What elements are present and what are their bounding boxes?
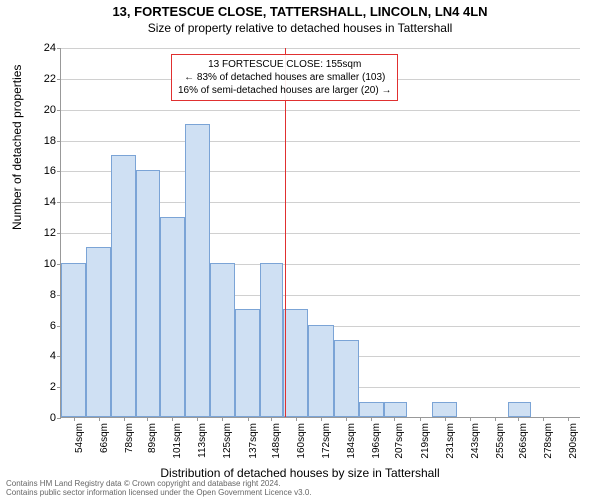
callout-line-3: 16% of semi-detached houses are larger (… bbox=[178, 84, 391, 97]
page-title: 13, FORTESCUE CLOSE, TATTERSHALL, LINCOL… bbox=[0, 4, 600, 19]
x-tick-label: 89sqm bbox=[147, 423, 158, 453]
x-tick-label: 184sqm bbox=[346, 423, 357, 459]
x-tick-mark bbox=[147, 417, 148, 421]
histogram-bar bbox=[260, 263, 283, 417]
x-tick-mark bbox=[321, 417, 322, 421]
histogram-bar bbox=[432, 402, 457, 417]
x-tick-label: 219sqm bbox=[420, 423, 431, 459]
y-tick-label: 22 bbox=[44, 73, 61, 85]
y-tick-label: 0 bbox=[50, 412, 61, 424]
footer-attribution: Contains HM Land Registry data © Crown c… bbox=[6, 480, 312, 498]
x-tick-label: 255sqm bbox=[495, 423, 506, 459]
callout-line-2: ← 83% of detached houses are smaller (10… bbox=[178, 71, 391, 84]
x-tick-mark bbox=[172, 417, 173, 421]
y-tick-label: 14 bbox=[44, 196, 61, 208]
y-tick-label: 10 bbox=[44, 258, 61, 270]
x-tick-label: 243sqm bbox=[470, 423, 481, 459]
histogram-bar bbox=[384, 402, 407, 417]
histogram-bar bbox=[283, 309, 308, 417]
x-tick-mark bbox=[346, 417, 347, 421]
x-tick-label: 66sqm bbox=[99, 423, 110, 453]
callout-line-1: 13 FORTESCUE CLOSE: 155sqm bbox=[178, 58, 391, 71]
x-axis-title: Distribution of detached houses by size … bbox=[0, 466, 600, 480]
x-tick-label: 196sqm bbox=[371, 423, 382, 459]
x-tick-mark bbox=[568, 417, 569, 421]
x-tick-mark bbox=[371, 417, 372, 421]
x-tick-mark bbox=[394, 417, 395, 421]
x-tick-label: 113sqm bbox=[197, 423, 208, 458]
histogram-bar bbox=[308, 325, 333, 418]
histogram-bar bbox=[61, 263, 86, 417]
histogram-bar bbox=[185, 124, 210, 417]
page-subtitle: Size of property relative to detached ho… bbox=[0, 21, 600, 35]
y-tick-label: 6 bbox=[50, 320, 61, 332]
x-tick-mark bbox=[470, 417, 471, 421]
y-axis-title: Number of detached properties bbox=[10, 65, 24, 230]
x-tick-label: 148sqm bbox=[271, 423, 282, 459]
x-tick-label: 278sqm bbox=[543, 423, 554, 459]
histogram-bar bbox=[235, 309, 260, 417]
x-tick-label: 290sqm bbox=[568, 423, 579, 459]
x-tick-mark bbox=[445, 417, 446, 421]
x-tick-mark bbox=[248, 417, 249, 421]
y-tick-label: 16 bbox=[44, 165, 61, 177]
x-tick-label: 172sqm bbox=[321, 423, 332, 459]
x-tick-mark bbox=[222, 417, 223, 421]
y-tick-label: 24 bbox=[44, 42, 61, 54]
x-tick-mark bbox=[518, 417, 519, 421]
x-tick-mark bbox=[124, 417, 125, 421]
x-tick-mark bbox=[296, 417, 297, 421]
x-tick-label: 125sqm bbox=[222, 423, 233, 459]
grid-line bbox=[61, 110, 580, 111]
y-tick-label: 8 bbox=[50, 289, 61, 301]
x-tick-mark bbox=[99, 417, 100, 421]
x-tick-mark bbox=[271, 417, 272, 421]
x-tick-label: 160sqm bbox=[296, 423, 307, 459]
x-tick-mark bbox=[420, 417, 421, 421]
y-tick-label: 18 bbox=[44, 135, 61, 147]
x-tick-label: 78sqm bbox=[124, 423, 135, 453]
x-tick-mark bbox=[74, 417, 75, 421]
x-tick-label: 137sqm bbox=[248, 423, 259, 459]
histogram-bar bbox=[160, 217, 185, 417]
histogram-chart: 02468101214161820222454sqm66sqm78sqm89sq… bbox=[60, 48, 580, 418]
x-tick-label: 266sqm bbox=[518, 423, 529, 459]
footer-line-2: Contains public sector information licen… bbox=[6, 489, 312, 498]
y-tick-label: 2 bbox=[50, 381, 61, 393]
grid-line bbox=[61, 48, 580, 49]
histogram-bar bbox=[111, 155, 136, 417]
histogram-bar bbox=[334, 340, 359, 417]
callout-box: 13 FORTESCUE CLOSE: 155sqm← 83% of detac… bbox=[171, 54, 398, 101]
histogram-bar bbox=[136, 170, 159, 417]
y-tick-label: 4 bbox=[50, 350, 61, 362]
y-tick-label: 12 bbox=[44, 227, 61, 239]
histogram-bar bbox=[86, 247, 111, 417]
histogram-bar bbox=[210, 263, 235, 417]
grid-line bbox=[61, 141, 580, 142]
x-tick-mark bbox=[543, 417, 544, 421]
x-tick-label: 231sqm bbox=[445, 423, 456, 459]
x-tick-mark bbox=[495, 417, 496, 421]
reference-line bbox=[285, 48, 286, 417]
y-tick-label: 20 bbox=[44, 104, 61, 116]
x-tick-label: 207sqm bbox=[394, 423, 405, 459]
x-tick-label: 101sqm bbox=[172, 423, 183, 459]
x-tick-mark bbox=[197, 417, 198, 421]
x-tick-label: 54sqm bbox=[74, 423, 85, 453]
title-block: 13, FORTESCUE CLOSE, TATTERSHALL, LINCOL… bbox=[0, 0, 600, 35]
histogram-bar bbox=[508, 402, 531, 417]
histogram-bar bbox=[359, 402, 384, 417]
